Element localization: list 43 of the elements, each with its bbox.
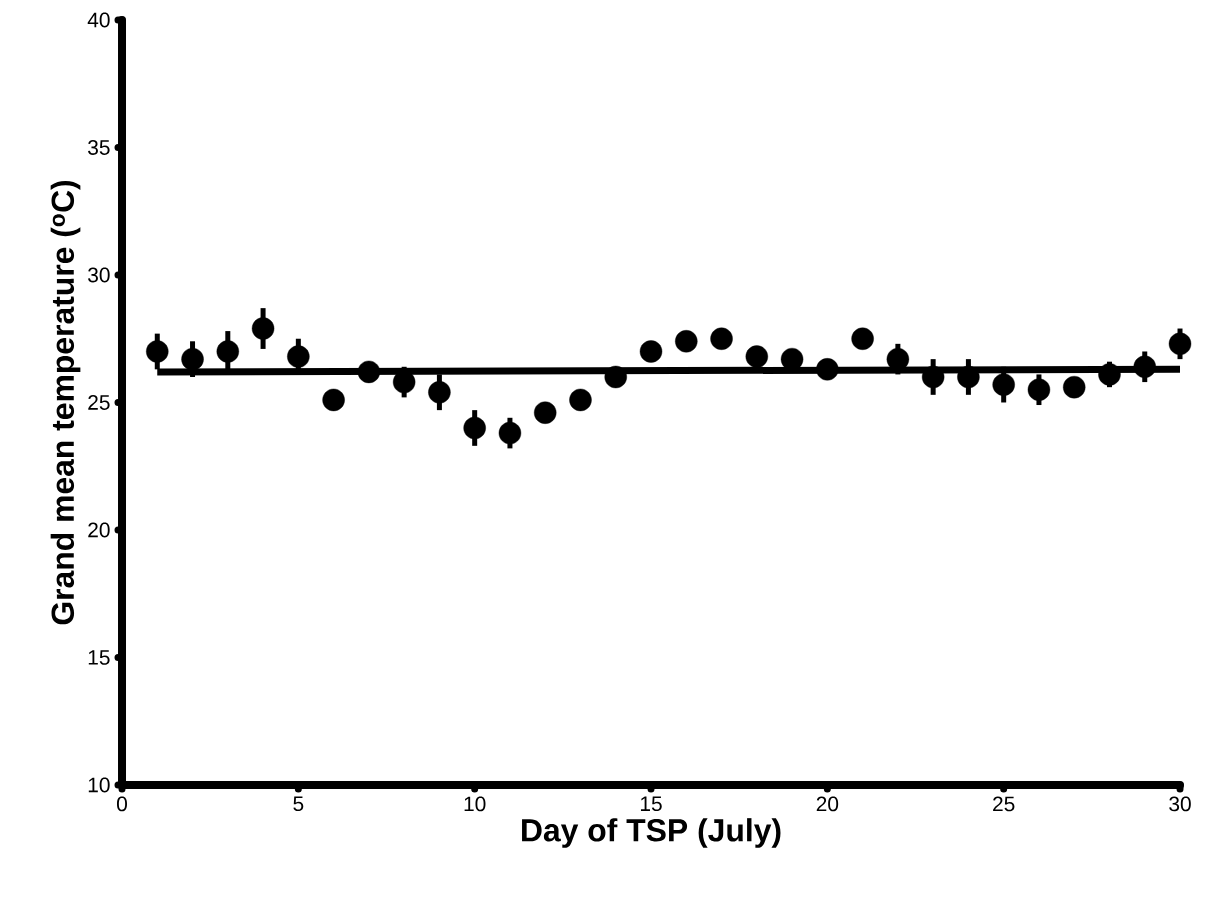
y-tick-label: 30 (88, 267, 110, 283)
x-tick-label: 15 (640, 796, 662, 812)
point (287, 345, 310, 368)
point (745, 345, 769, 368)
point (251, 317, 275, 340)
point (428, 381, 451, 404)
point (357, 360, 381, 384)
y-tick-label: 35 (88, 140, 110, 155)
y-tick-label: 20 (88, 522, 110, 538)
point (181, 347, 204, 371)
x-tick-label: 30 (1169, 796, 1191, 812)
x-tick-label: 5 (293, 796, 304, 812)
y-tick-label: 25 (88, 395, 110, 410)
x-tick-label: 0 (117, 796, 127, 812)
point (604, 365, 627, 389)
point (675, 330, 698, 353)
point (216, 340, 240, 363)
point (322, 388, 345, 412)
point (639, 340, 663, 363)
point (921, 365, 945, 389)
point (1063, 375, 1086, 399)
point (569, 388, 592, 412)
point (992, 373, 1015, 396)
point (1098, 363, 1121, 386)
point (957, 365, 980, 389)
point (816, 358, 839, 381)
y-tick-label: 40 (87, 12, 110, 28)
point (534, 401, 557, 424)
x-tick-label: 25 (993, 796, 1015, 812)
point (1168, 332, 1192, 356)
y-axis-title: Grand mean temperature ($^{o}$C) (50, 180, 81, 625)
y-tick-label: 10 (88, 777, 110, 793)
x-axis-title: Day of TSP (July) (522, 818, 781, 848)
point (851, 327, 874, 350)
point (1027, 378, 1051, 401)
point (1133, 355, 1156, 378)
x-tick-label: 10 (464, 796, 486, 812)
y-tick-label: 15 (88, 650, 110, 665)
point (710, 327, 733, 350)
point (498, 421, 522, 445)
point (463, 416, 486, 440)
x-tick-label: 20 (816, 796, 839, 812)
point (146, 340, 169, 363)
